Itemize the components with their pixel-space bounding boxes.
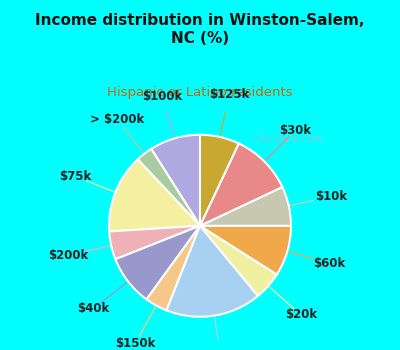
Wedge shape xyxy=(166,226,258,317)
Text: Income distribution in Winston-Salem,
NC (%): Income distribution in Winston-Salem, NC… xyxy=(35,13,365,46)
Wedge shape xyxy=(200,187,291,226)
Wedge shape xyxy=(200,226,277,296)
Text: City-Data.com: City-Data.com xyxy=(253,134,323,144)
Text: $75k: $75k xyxy=(59,170,91,183)
Text: $150k: $150k xyxy=(115,337,155,350)
Wedge shape xyxy=(109,159,200,231)
Wedge shape xyxy=(200,226,291,274)
Wedge shape xyxy=(200,135,239,226)
Text: > $200k: > $200k xyxy=(90,113,144,126)
Wedge shape xyxy=(151,135,200,226)
Text: $10k: $10k xyxy=(315,190,348,203)
Wedge shape xyxy=(200,144,282,226)
Text: $200k: $200k xyxy=(48,248,89,262)
Text: Hispanic or Latino residents: Hispanic or Latino residents xyxy=(107,86,293,99)
Wedge shape xyxy=(138,149,200,226)
Text: $100k: $100k xyxy=(142,90,182,103)
Text: $30k: $30k xyxy=(279,124,311,137)
Text: $60k: $60k xyxy=(313,257,346,270)
Text: $125k: $125k xyxy=(209,88,250,101)
Wedge shape xyxy=(109,226,200,259)
Wedge shape xyxy=(115,226,200,299)
Wedge shape xyxy=(146,226,200,310)
Text: $20k: $20k xyxy=(285,308,317,321)
Text: $40k: $40k xyxy=(78,302,110,315)
